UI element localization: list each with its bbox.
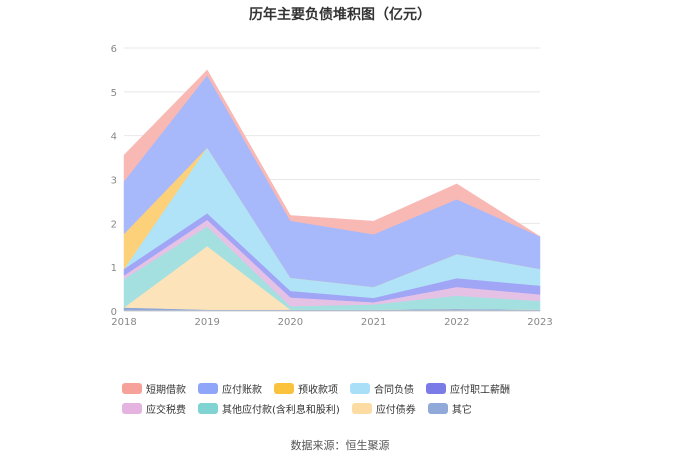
legend-swatch — [427, 402, 448, 414]
x-tick-label: 2019 — [194, 317, 219, 328]
legend-label: 其它 — [451, 404, 472, 416]
legend-swatch — [122, 382, 142, 394]
legend-swatch — [351, 402, 372, 414]
legend-label: 应付职工薪酬 — [450, 384, 510, 396]
y-tick-label: 3 — [111, 176, 117, 187]
chart-title: 历年主要负债堆积图（亿元） — [249, 7, 431, 23]
legend-label: 其他应付款(含利息和股利) — [222, 404, 340, 416]
legend-item[interactable]: 合同负债 — [350, 378, 414, 398]
y-tick-label: 2 — [111, 219, 117, 230]
x-tick-label: 2020 — [278, 317, 303, 328]
legend-label: 预收款项 — [298, 384, 338, 396]
legend-swatch — [274, 382, 294, 394]
legend-item[interactable]: 短期借款 — [122, 378, 186, 398]
y-tick-label: 6 — [111, 44, 117, 55]
legend-label: 应付账款 — [222, 384, 262, 396]
data-source-note: 数据来源：恒生聚源 — [290, 439, 390, 452]
legend-swatch — [198, 382, 218, 394]
x-tick-label: 2018 — [111, 317, 136, 328]
legend-item[interactable]: 预收款项 — [274, 378, 338, 398]
legend-swatch — [122, 402, 142, 414]
legend-item[interactable]: 其它 — [427, 398, 472, 418]
legend-item[interactable]: 应交税费 — [122, 398, 186, 418]
chart-legend: 短期借款 应付账款 预收款项 合同负债 应付职工薪酬 应交税费 其他应付款(含利… — [122, 378, 582, 418]
legend-item[interactable]: 应付账款 — [198, 378, 262, 398]
legend-swatch — [350, 382, 370, 394]
y-tick-label: 1 — [111, 263, 117, 274]
x-tick-label: 2023 — [527, 317, 552, 328]
x-tick-label: 2021 — [361, 317, 386, 328]
legend-swatch — [198, 402, 218, 414]
x-tick-label: 2022 — [444, 317, 469, 328]
y-tick-label: 4 — [111, 132, 117, 143]
y-tick-label: 5 — [111, 88, 117, 99]
legend-item[interactable]: 应付职工薪酬 — [426, 378, 510, 398]
legend-label: 应付债券 — [375, 404, 416, 416]
y-tick-label: 0 — [111, 307, 117, 318]
legend-label: 应交税费 — [146, 404, 186, 416]
legend-item[interactable]: 其他应付款(含利息和股利) — [198, 398, 340, 418]
legend-swatch — [426, 382, 446, 394]
legend-label: 短期借款 — [146, 384, 186, 396]
area-series — [123, 69, 541, 237]
legend-label: 合同负债 — [374, 384, 414, 396]
legend-item[interactable]: 应付债券 — [351, 398, 416, 418]
